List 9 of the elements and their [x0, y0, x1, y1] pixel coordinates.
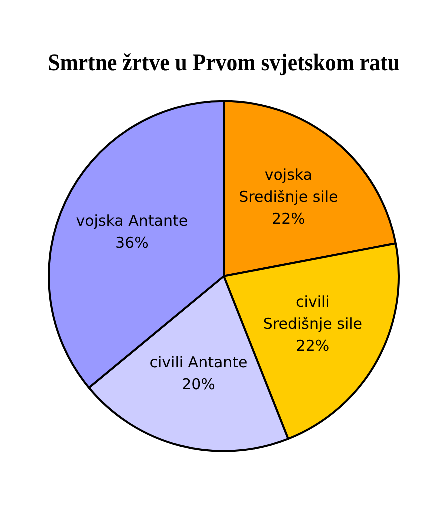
slice-label: civili Antante — [150, 354, 248, 372]
data-label: 22% — [296, 337, 330, 356]
data-label: 20% — [182, 376, 216, 394]
chart-title: Smrtne žrtve u Prvom svjetskom ratu — [48, 50, 400, 76]
data-label: 36% — [115, 234, 149, 252]
slice-label: vojska Središnje sile — [239, 166, 338, 206]
slice-label: vojska Antante — [76, 212, 188, 230]
data-label: 22% — [272, 210, 306, 228]
slice-label: civili Središnje sile — [263, 293, 363, 334]
